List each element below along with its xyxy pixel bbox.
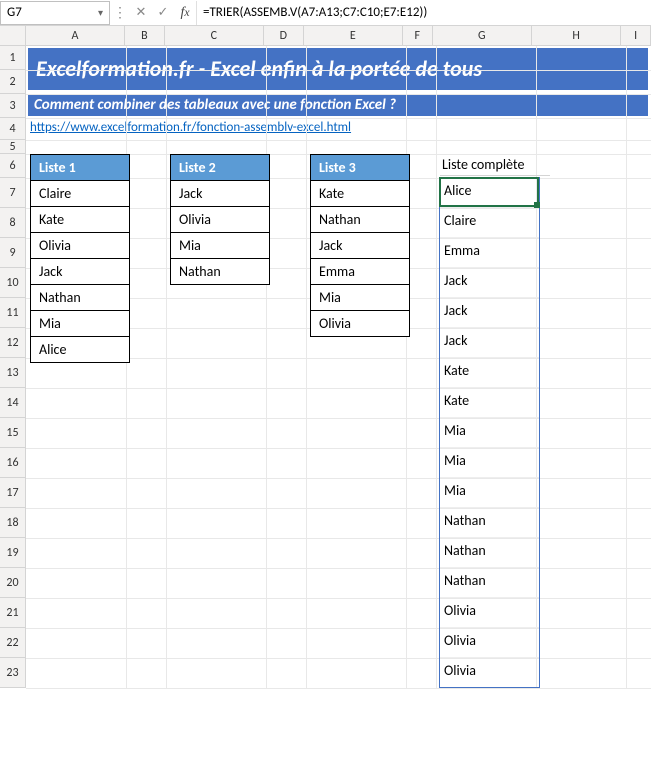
list1-table-cell[interactable]: Alice: [31, 337, 130, 363]
list3-table-cell[interactable]: Jack: [311, 233, 410, 259]
row-header-13[interactable]: 13: [0, 358, 26, 388]
row-header-12[interactable]: 12: [0, 328, 26, 358]
name-box-value: G7: [7, 5, 22, 20]
fx-button[interactable]: fx: [174, 1, 196, 25]
list2-table-cell[interactable]: Nathan: [171, 259, 270, 285]
list2-table-cell[interactable]: Jack: [171, 181, 270, 207]
complete-list-cell[interactable]: Olivia: [440, 658, 540, 688]
complete-list-cell[interactable]: Jack: [440, 328, 540, 358]
list2-table: Liste 2JackOliviaMiaNathan: [170, 154, 270, 285]
formula-text: =TRIER(ASSEMB.V(A7:A13;C7:C10;E7:E12)): [203, 5, 427, 20]
column-header-I[interactable]: I: [621, 26, 651, 45]
select-all-corner[interactable]: [0, 26, 26, 45]
confirm-button[interactable]: ✓: [152, 1, 174, 25]
list1-table-cell[interactable]: Kate: [31, 207, 130, 233]
row-header-21[interactable]: 21: [0, 598, 26, 628]
row-header-2[interactable]: 2: [0, 70, 26, 94]
page-title: Excelformation.fr - Excel enfin à la por…: [28, 48, 648, 90]
list3-table-cell[interactable]: Nathan: [311, 207, 410, 233]
list1-table-cell[interactable]: Nathan: [31, 285, 130, 311]
column-header-F[interactable]: F: [403, 26, 433, 45]
complete-list-cell[interactable]: Olivia: [440, 598, 540, 628]
cancel-button[interactable]: ✕: [130, 1, 152, 25]
row-header-16[interactable]: 16: [0, 448, 26, 478]
column-header-H[interactable]: H: [532, 26, 621, 45]
complete-list-cell[interactable]: Nathan: [440, 538, 540, 568]
list1-table-cell[interactable]: Jack: [31, 259, 130, 285]
complete-list-cell[interactable]: Kate: [440, 358, 540, 388]
formula-input[interactable]: =TRIER(ASSEMB.V(A7:A13;C7:C10;E7:E12)): [196, 1, 651, 25]
list3-table-cell[interactable]: Kate: [311, 181, 410, 207]
list1-table: Liste 1ClaireKateOliviaJackNathanMiaAlic…: [30, 154, 130, 363]
list3-table-cell[interactable]: Mia: [311, 285, 410, 311]
page-subtitle: Comment combiner des tableaux avec une f…: [28, 94, 648, 116]
row-header-11[interactable]: 11: [0, 298, 26, 328]
list2-table-header: Liste 2: [171, 155, 270, 181]
complete-list-cell[interactable]: Nathan: [440, 508, 540, 538]
cells-area[interactable]: Excelformation.fr - Excel enfin à la por…: [26, 46, 651, 688]
list3-table-header: Liste 3: [311, 155, 410, 181]
column-headers: ABCDEFGHI: [0, 26, 651, 46]
row-header-9[interactable]: 9: [0, 238, 26, 268]
column-header-B[interactable]: B: [125, 26, 165, 45]
list1-table-header: Liste 1: [31, 155, 130, 181]
complete-list-header: Liste complète: [440, 154, 550, 176]
complete-list-cell[interactable]: Kate: [440, 388, 540, 418]
row-header-15[interactable]: 15: [0, 418, 26, 448]
complete-list-cell[interactable]: Alice: [440, 178, 540, 208]
formula-bar-separator: ⋮: [110, 0, 130, 25]
row-header-18[interactable]: 18: [0, 508, 26, 538]
row-header-14[interactable]: 14: [0, 388, 26, 418]
formula-bar: G7 ▾ ⋮ ✕ ✓ fx =TRIER(ASSEMB.V(A7:A13;C7:…: [0, 0, 651, 26]
complete-list-cell[interactable]: Mia: [440, 448, 540, 478]
complete-list-cell[interactable]: Jack: [440, 268, 540, 298]
complete-list-cell[interactable]: Jack: [440, 298, 540, 328]
complete-list-cell[interactable]: Emma: [440, 238, 540, 268]
column-header-C[interactable]: C: [165, 26, 264, 45]
list1-table-cell[interactable]: Mia: [31, 311, 130, 337]
complete-list-cell[interactable]: Claire: [440, 208, 540, 238]
list3-table-cell[interactable]: Emma: [311, 259, 410, 285]
column-header-E[interactable]: E: [304, 26, 403, 45]
column-header-G[interactable]: G: [433, 26, 532, 45]
list1-table-cell[interactable]: Olivia: [31, 233, 130, 259]
row-header-5[interactable]: 5: [0, 140, 26, 154]
complete-list-cell[interactable]: Nathan: [440, 568, 540, 598]
row-header-1[interactable]: 1: [0, 46, 26, 70]
row-header-6[interactable]: 6: [0, 154, 26, 178]
list3-table-cell[interactable]: Olivia: [311, 311, 410, 337]
tutorial-link[interactable]: https://www.excelformation.fr/fonction-a…: [30, 120, 351, 135]
row-header-8[interactable]: 8: [0, 208, 26, 238]
list2-table-cell[interactable]: Olivia: [171, 207, 270, 233]
row-header-20[interactable]: 20: [0, 568, 26, 598]
row-headers: 1234567891011121314151617181920212223: [0, 46, 26, 688]
row-header-4[interactable]: 4: [0, 118, 26, 140]
column-header-D[interactable]: D: [264, 26, 304, 45]
spreadsheet-grid: ABCDEFGHI 123456789101112131415161718192…: [0, 26, 651, 688]
row-header-7[interactable]: 7: [0, 178, 26, 208]
complete-list-cell[interactable]: Olivia: [440, 628, 540, 658]
row-header-17[interactable]: 17: [0, 478, 26, 508]
column-header-A[interactable]: A: [26, 26, 125, 45]
row-header-23[interactable]: 23: [0, 658, 26, 688]
list1-table-cell[interactable]: Claire: [31, 181, 130, 207]
complete-list-cell[interactable]: Mia: [440, 478, 540, 508]
name-box-dropdown-icon[interactable]: ▾: [98, 6, 103, 19]
list2-table-cell[interactable]: Mia: [171, 233, 270, 259]
row-header-22[interactable]: 22: [0, 628, 26, 658]
row-header-3[interactable]: 3: [0, 94, 26, 118]
row-header-10[interactable]: 10: [0, 268, 26, 298]
list3-table: Liste 3KateNathanJackEmmaMiaOlivia: [310, 154, 410, 337]
name-box[interactable]: G7 ▾: [0, 1, 110, 25]
row-header-19[interactable]: 19: [0, 538, 26, 568]
complete-list-cell[interactable]: Mia: [440, 418, 540, 448]
